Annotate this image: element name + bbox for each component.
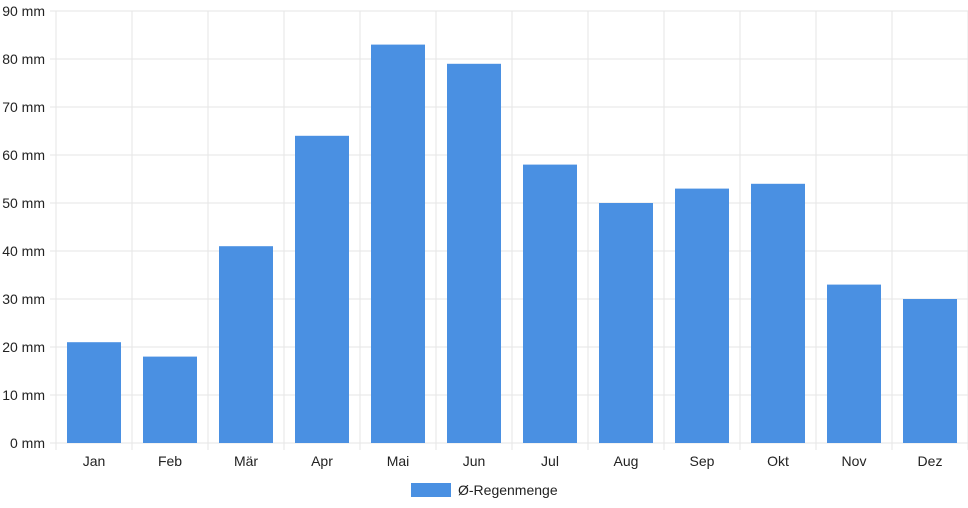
x-tick-label: Nov (842, 453, 867, 469)
x-tick-label: Aug (614, 453, 639, 469)
x-tick-label: Dez (918, 453, 943, 469)
y-tick-label: 90 mm (2, 3, 45, 19)
bar-Jan[interactable] (67, 342, 121, 443)
y-tick-label: 40 mm (2, 243, 45, 259)
legend[interactable]: Ø-Regenmenge (411, 482, 558, 498)
bar-Feb[interactable] (143, 356, 197, 443)
bar-Jun[interactable] (447, 63, 501, 444)
y-tick-label: 10 mm (2, 387, 45, 403)
y-tick-label: 50 mm (2, 195, 45, 211)
y-axis-ticks: 0 mm 10 mm 20 mm 30 mm 40 mm 50 mm 60 mm 70 mm 8… (2, 3, 45, 451)
y-tick-label: 30 mm (2, 291, 45, 307)
y-tick-label: 60 mm (2, 147, 45, 163)
x-tick-label: Apr (311, 453, 333, 469)
bar-Okt[interactable] (751, 183, 805, 444)
x-tick-label: Okt (767, 453, 789, 469)
bar-Mai[interactable] (371, 44, 425, 443)
bar-Mär[interactable] (219, 246, 273, 443)
x-tick-label: Jun (463, 453, 486, 469)
bars-layer (67, 44, 957, 444)
bar-Dez[interactable] (903, 299, 957, 443)
x-tick-label: Jul (541, 453, 559, 469)
bar-Apr[interactable] (295, 135, 349, 444)
x-tick-label: Jan (83, 453, 106, 469)
bar-Sep[interactable] (675, 188, 729, 443)
x-tick-label: Feb (158, 453, 182, 469)
legend-label: Ø-Regenmenge (458, 482, 558, 498)
y-tick-label: 80 mm (2, 51, 45, 67)
bar-Nov[interactable] (827, 284, 881, 443)
x-tick-label: Mai (387, 453, 410, 469)
bar-Aug[interactable] (599, 203, 653, 443)
y-tick-label: 0 mm (10, 435, 45, 451)
x-tick-label: Mär (234, 453, 258, 469)
bar-Jul[interactable] (523, 164, 577, 443)
grid-layer (50, 10, 968, 450)
y-tick-label: 70 mm (2, 99, 45, 115)
x-tick-label: Sep (690, 453, 715, 469)
legend-swatch (411, 483, 451, 497)
y-tick-label: 20 mm (2, 339, 45, 355)
x-axis-ticks: Jan Feb Mär Apr Mai Jun Jul Aug Sep Okt Nov Dez (83, 453, 943, 469)
